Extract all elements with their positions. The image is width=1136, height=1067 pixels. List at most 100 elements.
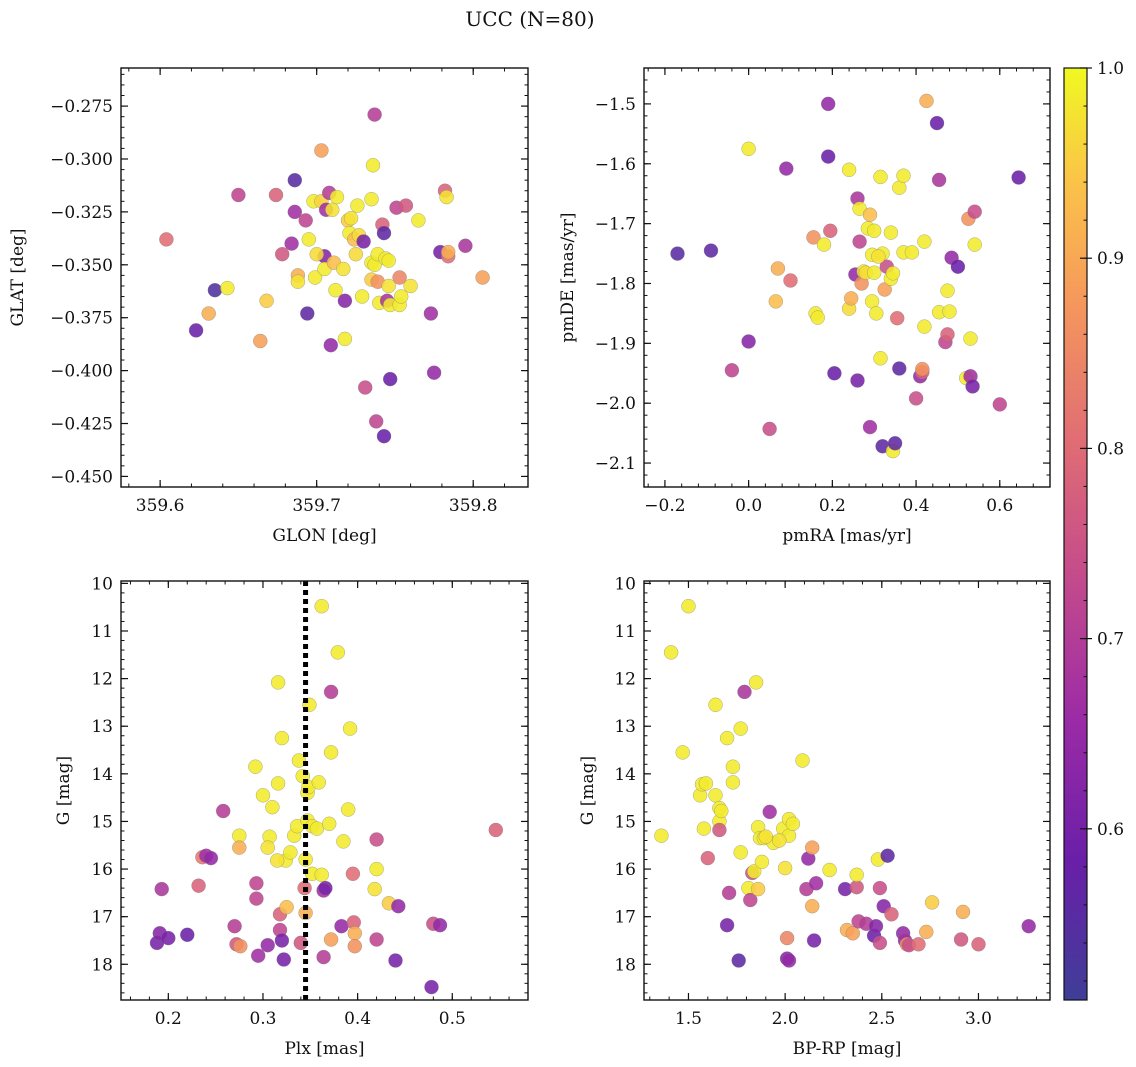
data-point (365, 158, 381, 173)
y-tick-label: 10 (91, 574, 113, 594)
data-point (772, 833, 787, 848)
data-point (992, 397, 1008, 412)
data-point (940, 327, 955, 342)
data-point (301, 232, 317, 247)
data-point (309, 246, 324, 262)
data-point (154, 881, 169, 897)
data-point (873, 169, 888, 185)
data-point (880, 848, 895, 863)
data-point (762, 421, 777, 437)
data-point (398, 198, 414, 213)
data-point (708, 697, 723, 713)
data-point (963, 331, 978, 346)
data-point (887, 436, 903, 451)
data-point (203, 850, 219, 866)
data-point (850, 373, 865, 388)
data-point (675, 745, 690, 760)
data-point (250, 948, 266, 963)
data-point (347, 926, 363, 941)
data-point (804, 898, 820, 914)
data-point (866, 223, 882, 239)
y-tick-label: 12 (91, 670, 113, 690)
data-point (255, 788, 271, 803)
data-point (329, 189, 345, 205)
data-point (872, 935, 888, 951)
data-point (725, 775, 741, 790)
data-point (274, 933, 290, 948)
data-point (316, 949, 331, 965)
data-point (274, 730, 290, 746)
data-point (892, 361, 907, 376)
data-point (356, 234, 371, 249)
figure-title: UCC (N=80) (465, 7, 594, 31)
colorbar-gradient (1063, 67, 1088, 1001)
data-point (703, 243, 719, 258)
y-axis-label: pmDE [mas/yr] (558, 212, 578, 342)
data-point (287, 204, 303, 220)
data-point (488, 822, 504, 838)
data-point (911, 937, 926, 952)
y-tick-label: −1.8 (595, 274, 636, 294)
axes-frame (120, 580, 529, 1001)
data-point (343, 210, 359, 226)
data-point (367, 881, 382, 897)
data-point (232, 840, 247, 855)
y-tick-label: 18 (614, 955, 636, 975)
scatter-points (149, 598, 504, 995)
data-point (323, 684, 339, 700)
data-point (227, 918, 242, 934)
data-point (849, 867, 864, 883)
x-axis-label: pmRA [mas/yr] (782, 526, 911, 546)
data-point (357, 380, 373, 395)
data-point (862, 419, 878, 435)
data-point (931, 172, 947, 188)
data-point (391, 898, 406, 914)
data-point (403, 278, 418, 294)
y-tick-label: 15 (614, 812, 636, 832)
x-tick-label: 2.0 (772, 1009, 799, 1029)
x-tick-label: 0.4 (903, 496, 930, 516)
data-point (808, 876, 824, 891)
data-point (381, 278, 396, 294)
x-tick-label: −0.2 (644, 496, 685, 516)
x-tick-label: 359.8 (449, 496, 498, 516)
colorbar-tick-label: 1.0 (1097, 59, 1124, 79)
y-tick-label: 11 (614, 622, 636, 642)
y-tick-label: −1.6 (595, 155, 636, 175)
data-point (284, 236, 299, 251)
x-tick-label: 0.3 (249, 1009, 276, 1029)
y-tick-label: 10 (614, 574, 636, 594)
data-point (268, 187, 284, 203)
data-point (368, 414, 384, 429)
data-point (337, 293, 353, 309)
data-point (877, 282, 892, 297)
data-point (274, 246, 290, 262)
data-point (323, 745, 339, 760)
data-point (670, 246, 685, 261)
data-point (393, 289, 409, 304)
data-point (967, 237, 982, 252)
y-tick-label: −2.0 (595, 394, 636, 414)
data-point (871, 249, 886, 264)
data-point (314, 598, 329, 614)
data-point (388, 953, 403, 968)
scatter-points (670, 93, 1026, 459)
y-tick-label: 17 (91, 908, 113, 928)
data-point (762, 804, 777, 820)
y-tick-label: 13 (614, 717, 636, 737)
data-point (866, 265, 882, 280)
data-point (191, 878, 206, 893)
data-point (873, 351, 888, 366)
data-point (314, 143, 329, 158)
data-point (741, 334, 756, 349)
data-point (820, 149, 836, 164)
data-point (231, 187, 246, 203)
data-point (270, 776, 286, 791)
data-point (768, 294, 784, 309)
data-point (309, 821, 325, 836)
data-point (411, 213, 426, 228)
data-point (318, 880, 333, 896)
y-tick-label: 14 (614, 765, 636, 785)
data-point (663, 645, 679, 660)
